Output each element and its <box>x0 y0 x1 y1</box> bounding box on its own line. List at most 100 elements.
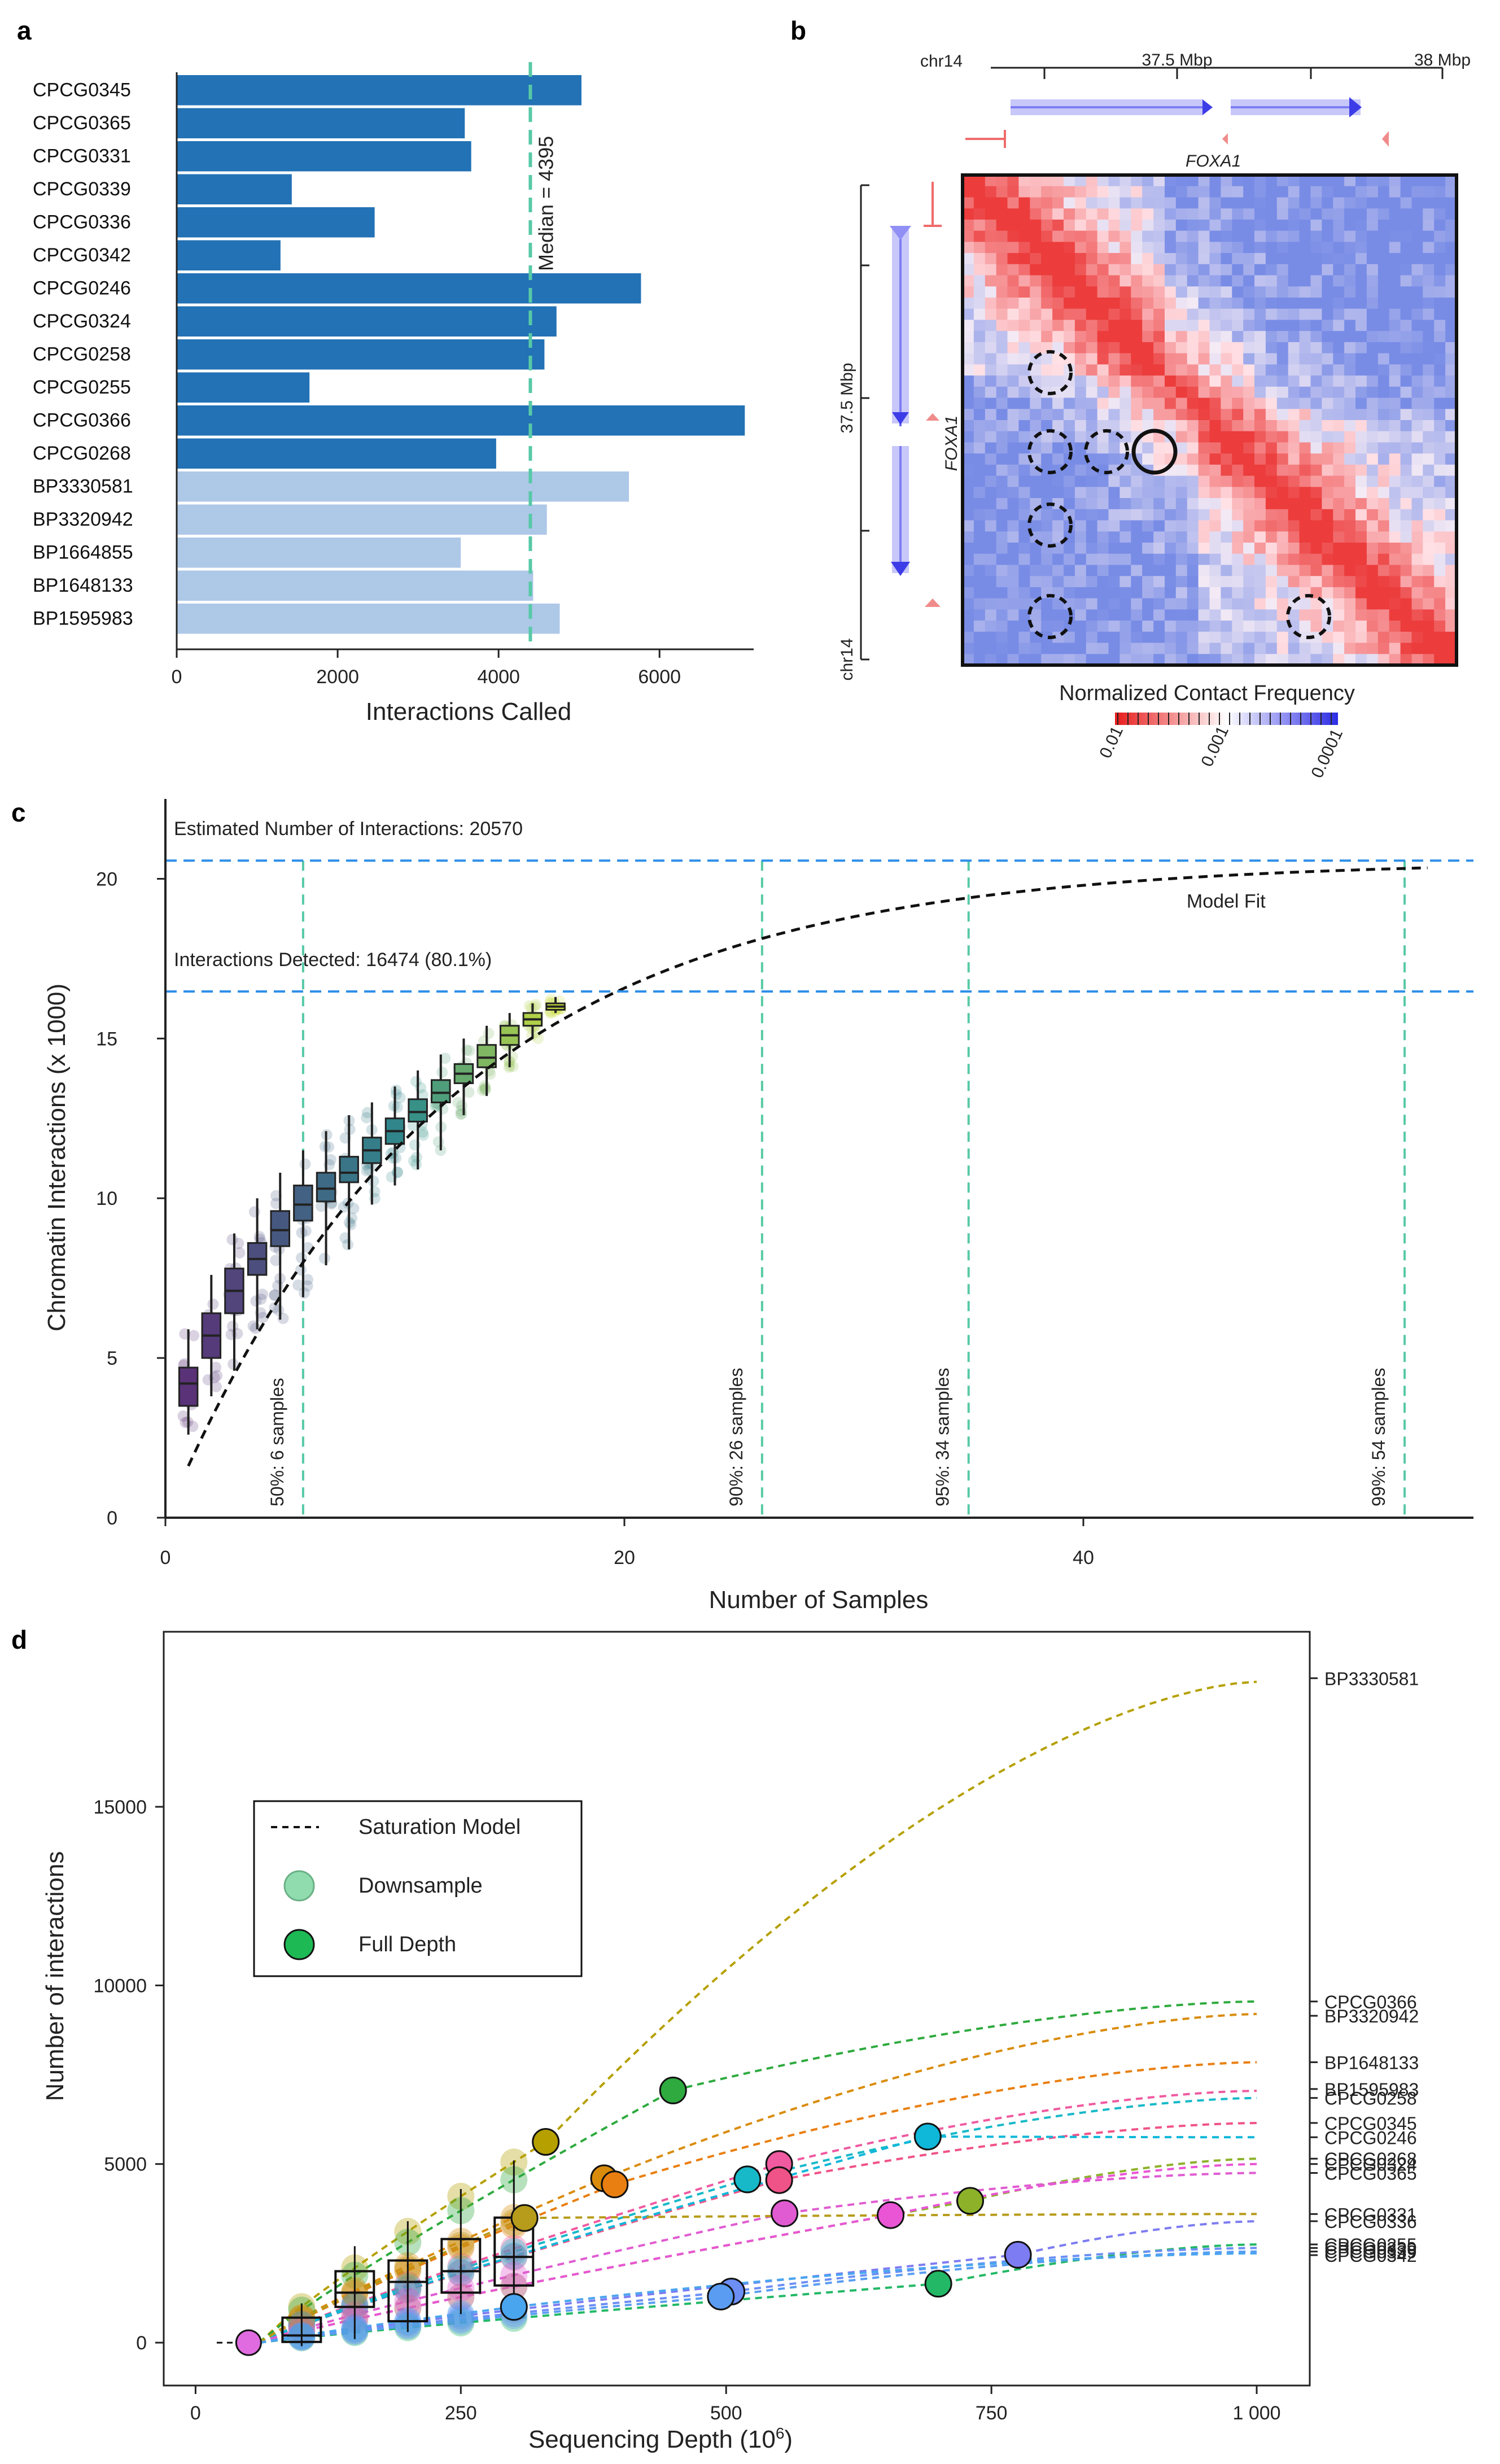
heatmap-cell <box>1254 643 1266 654</box>
heatmap-cell <box>1097 275 1109 287</box>
heatmap-cell <box>1445 587 1457 599</box>
heatmap-cell <box>1445 643 1457 654</box>
heatmap-cell <box>1265 331 1278 343</box>
heatmap-cell <box>1119 487 1131 499</box>
heatmap-cell <box>1288 375 1300 387</box>
heatmap-cell <box>1400 320 1412 331</box>
heatmap-cell <box>1355 609 1367 621</box>
heatmap-cell <box>1153 576 1165 588</box>
heatmap-cell <box>1232 208 1244 220</box>
category-label: CPCG0339 <box>33 178 131 200</box>
heatmap-cell <box>1254 498 1266 510</box>
series-label: CPCG0336 <box>1324 2212 1417 2232</box>
heatmap-cell <box>1344 397 1356 409</box>
panel-c-estimate-label: Estimated Number of Interactions: 20570 <box>174 818 523 840</box>
heatmap-cell <box>1344 475 1356 487</box>
heatmap-cell <box>1389 587 1401 599</box>
heatmap-cell <box>1333 643 1345 654</box>
heatmap-cell <box>1333 543 1345 554</box>
heatmap-cell <box>1344 175 1356 187</box>
heatmap-cell <box>1041 253 1053 265</box>
heatmap-cell <box>1366 621 1379 632</box>
heatmap-cell <box>985 475 997 487</box>
heatmap-cell <box>1366 553 1379 565</box>
heatmap-cell <box>1221 342 1232 354</box>
heatmap-cell <box>1389 230 1401 242</box>
model-curve-CPCG0339 <box>259 2247 1257 2344</box>
heatmap-cell <box>1221 175 1232 187</box>
heatmap-cell <box>1153 565 1165 576</box>
heatmap-cell <box>1377 342 1390 354</box>
heatmap-cell <box>1254 298 1266 309</box>
heatmap-cell <box>1007 543 1019 554</box>
heatmap-cell <box>985 543 997 554</box>
heatmap-cell <box>1310 286 1322 298</box>
heatmap-cell <box>1232 531 1244 543</box>
heatmap-cell <box>1187 242 1199 254</box>
heatmap-cell <box>1355 420 1367 432</box>
heatmap-cell <box>1377 609 1390 621</box>
heatmap-cell <box>1411 654 1423 666</box>
heatmap-cell <box>1434 431 1446 443</box>
heatmap-cell <box>1064 242 1075 254</box>
heatmap-cell <box>1400 509 1412 521</box>
heatmap-cell <box>1333 308 1345 320</box>
heatmap-cell <box>985 308 997 320</box>
bar-CPCG0336 <box>177 207 375 238</box>
heatmap-cell <box>1221 286 1232 298</box>
heatmap-cell <box>1007 386 1019 399</box>
heatmap-cell <box>1097 253 1109 265</box>
heatmap-cell <box>1310 631 1322 644</box>
heatmap-cell <box>1322 242 1333 254</box>
heatmap-cell <box>1142 286 1154 298</box>
heatmap-cell <box>1276 576 1289 588</box>
heatmap-cell <box>1355 242 1367 254</box>
sample-point <box>302 1274 314 1286</box>
sample-point <box>315 1200 327 1212</box>
heatmap-cell <box>1434 531 1446 543</box>
heatmap-cell <box>1389 386 1401 399</box>
category-label: CPCG0365 <box>33 112 131 134</box>
heatmap-cell <box>1366 543 1379 554</box>
heatmap-cell <box>1299 219 1311 231</box>
heatmap-cell <box>1299 230 1311 242</box>
heatmap-cell <box>1288 264 1300 276</box>
heatmap-cell <box>1265 631 1278 644</box>
heatmap-cell <box>1232 298 1244 309</box>
heatmap-cell <box>1108 253 1120 265</box>
heatmap-cell <box>1389 353 1401 365</box>
heatmap-cell <box>1423 420 1435 432</box>
heatmap-cell <box>1299 186 1311 198</box>
heatmap-cell <box>1030 509 1042 521</box>
heatmap-cell <box>1074 565 1087 576</box>
heatmap-cell <box>1086 308 1098 320</box>
heatmap-cell <box>1221 197 1232 209</box>
heatmap-cell <box>1030 230 1042 242</box>
heatmap-cell <box>1288 253 1300 265</box>
heatmap-cell <box>1198 186 1210 198</box>
heatmap-cell <box>1221 397 1232 409</box>
heatmap-cell <box>1041 565 1053 576</box>
heatmap-cell <box>1030 453 1042 465</box>
heatmap-cell <box>1119 587 1131 599</box>
heatmap-cell <box>1041 364 1053 376</box>
heatmap-cell <box>1265 219 1278 231</box>
heatmap-cell <box>1299 442 1311 454</box>
heatmap-cell <box>1265 409 1278 421</box>
heatmap-cell <box>1052 487 1064 499</box>
heatmap-cell <box>1344 331 1356 343</box>
heatmap-cell <box>1400 409 1412 421</box>
heatmap-cell <box>1299 397 1311 409</box>
heatmap-cell <box>1187 543 1199 554</box>
heatmap-cell <box>1254 531 1266 543</box>
heatmap-cell <box>1108 598 1120 610</box>
heatmap-cell <box>1187 565 1199 576</box>
heatmap-cell <box>1064 565 1075 576</box>
heatmap-cell <box>963 253 974 265</box>
heatmap-cell <box>1377 453 1390 465</box>
heatmap-cell <box>1276 397 1289 409</box>
panel-b-scale-tick: 0.001 <box>1197 723 1232 770</box>
heatmap-cell <box>1142 631 1154 644</box>
heatmap-cell <box>1445 409 1457 421</box>
heatmap-cell <box>1322 531 1333 543</box>
